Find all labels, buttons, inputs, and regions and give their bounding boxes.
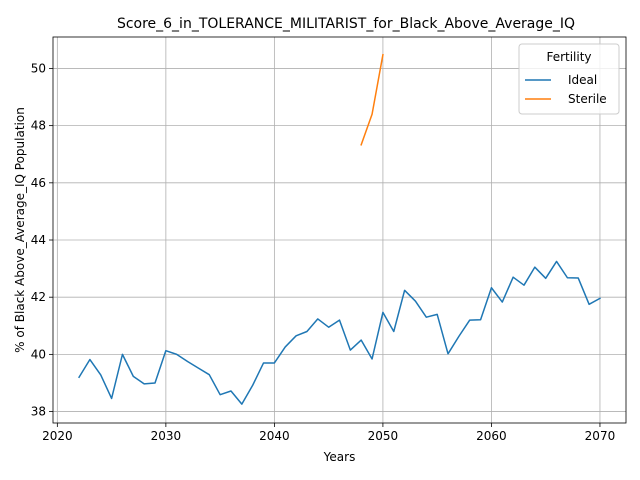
y-tick-label: 42: [31, 290, 46, 304]
y-tick-label: 44: [31, 233, 46, 247]
y-tick-label: 46: [31, 176, 46, 190]
x-tick-label: 2050: [368, 429, 399, 443]
legend-title: Fertility: [546, 50, 591, 64]
series-line-ideal: [78, 260, 601, 405]
x-axis-label: Years: [323, 450, 356, 464]
x-tick-label: 2060: [476, 429, 507, 443]
x-axis-ticks: 2020 2030 2040 2050 2060 2070: [42, 423, 615, 443]
y-tick-label: 50: [31, 61, 46, 75]
legend-label-ideal: Ideal: [568, 73, 597, 87]
y-axis-label: % of Black Above_Average_IQ Population: [13, 107, 27, 353]
x-tick-label: 2070: [585, 429, 616, 443]
y-axis-ticks: 38 40 42 44 46 48 50: [31, 61, 53, 419]
legend-label-sterile: Sterile: [568, 92, 607, 106]
chart-title: Score_6_in_TOLERANCE_MILITARIST_for_Blac…: [117, 16, 575, 32]
x-tick-label: 2040: [259, 429, 290, 443]
legend: Fertility Ideal Sterile: [518, 43, 620, 115]
series-line-sterile: [360, 53, 384, 146]
y-tick-label: 40: [31, 347, 46, 361]
plot-frame: [52, 36, 627, 424]
y-tick-label: 48: [31, 119, 46, 133]
x-tick-label: 2030: [151, 429, 182, 443]
legend-box: [518, 43, 620, 115]
x-tick-label: 2020: [42, 429, 73, 443]
series-lines: [78, 53, 601, 405]
y-tick-label: 38: [31, 405, 46, 419]
